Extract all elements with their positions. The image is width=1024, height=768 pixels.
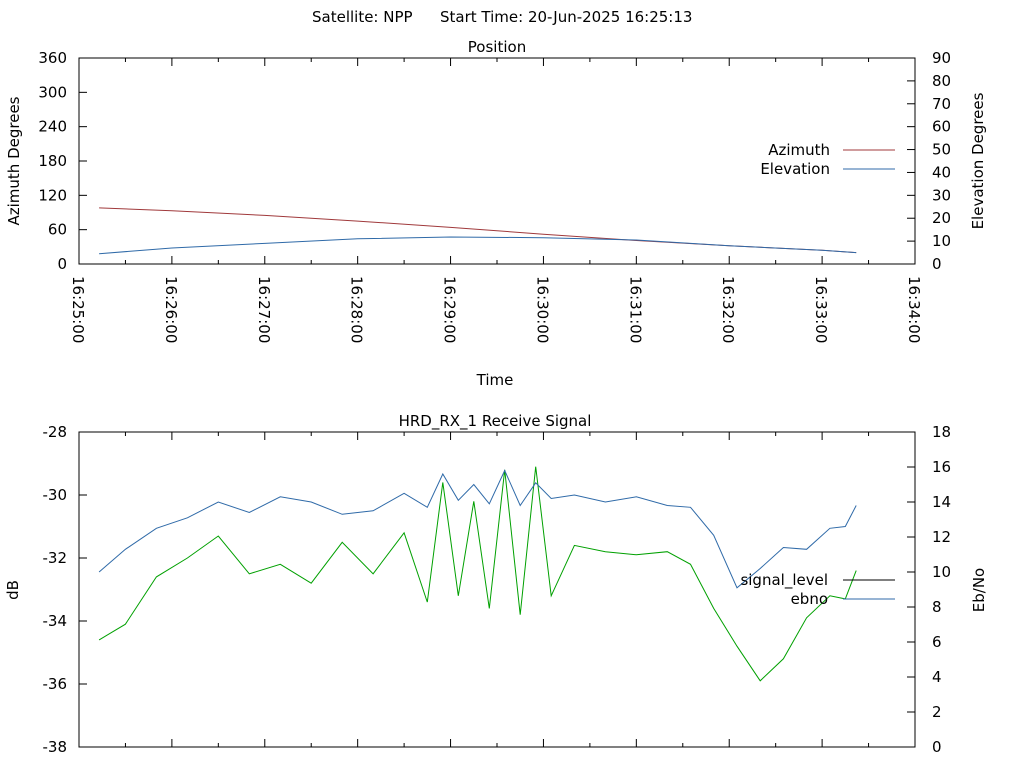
satellite-label: Satellite: NPP bbox=[312, 8, 413, 26]
x-tick-label: 16:32:00 bbox=[719, 276, 737, 343]
y2-tick-label: 10 bbox=[932, 232, 951, 250]
y-tick-label: -28 bbox=[43, 423, 68, 441]
y2-tick-label: 6 bbox=[932, 633, 942, 651]
signal-y2-axis-label: Eb/No bbox=[970, 568, 988, 612]
y2-tick-label: 30 bbox=[932, 186, 951, 204]
position-chart-ticks: 0 60 120 180 240 300 360 0 10 20 30 40 50 60 70 80 90 16:… bbox=[38, 49, 951, 343]
y2-tick-label: 16 bbox=[932, 458, 951, 476]
y-tick-label: -34 bbox=[43, 612, 68, 630]
legend-label: ebno bbox=[791, 590, 828, 608]
position-chart-title: Position bbox=[468, 38, 526, 56]
signal-chart: HRD_RX_1 Receive Signal -28-30-32-34-36-… bbox=[4, 412, 988, 756]
x-tick-label: 16:28:00 bbox=[348, 276, 366, 343]
y-tick-label: 180 bbox=[38, 152, 67, 170]
y2-tick-label: 70 bbox=[932, 95, 951, 113]
legend-label: Azimuth bbox=[768, 141, 830, 159]
y2-tick-label: 14 bbox=[932, 493, 951, 511]
signal-chart-series bbox=[98, 466, 857, 682]
y-tick-label: 60 bbox=[48, 221, 67, 239]
y2-tick-label: 0 bbox=[932, 738, 942, 756]
series-line-ebno bbox=[98, 469, 857, 589]
x-tick-label: 16:25:00 bbox=[69, 276, 87, 343]
position-chart-series bbox=[99, 207, 857, 255]
y2-tick-label: 90 bbox=[932, 49, 951, 67]
y2-tick-label: 20 bbox=[932, 209, 951, 227]
legend-label: signal_level bbox=[740, 571, 828, 590]
y2-tick-label: 8 bbox=[932, 598, 942, 616]
y2-tick-label: 2 bbox=[932, 703, 942, 721]
y-tick-label: -36 bbox=[43, 675, 68, 693]
position-chart: Position 0 60 120 180 240 300 360 0 10 20 30 40 50 60… bbox=[5, 38, 987, 389]
series-line-elevation bbox=[99, 236, 857, 255]
y-tick-label: 360 bbox=[38, 49, 67, 67]
y2-tick-label: 40 bbox=[932, 163, 951, 181]
start-time-label: Start Time: 20-Jun-2025 16:25:13 bbox=[440, 8, 692, 26]
y2-tick-label: 60 bbox=[932, 118, 951, 136]
signal-plot-frame bbox=[78, 431, 916, 748]
y-tick-label: 240 bbox=[38, 118, 67, 136]
signal-y-axis-label: dB bbox=[4, 580, 22, 600]
y-tick-label: 0 bbox=[57, 255, 67, 273]
y2-tick-label: 10 bbox=[932, 563, 951, 581]
y2-tick-label: 4 bbox=[932, 668, 942, 686]
signal-chart-title: HRD_RX_1 Receive Signal bbox=[399, 412, 592, 431]
y-tick-label: -32 bbox=[43, 549, 68, 567]
y2-tick-label: 80 bbox=[932, 72, 951, 90]
y2-tick-label: 12 bbox=[932, 528, 951, 546]
x-tick-label: 16:30:00 bbox=[533, 276, 551, 343]
header: Satellite: NPP Start Time: 20-Jun-2025 1… bbox=[312, 8, 692, 26]
x-tick-label: 16:34:00 bbox=[905, 276, 923, 343]
x-tick-label: 16:33:00 bbox=[812, 276, 830, 343]
legend-label: Elevation bbox=[760, 160, 830, 178]
x-tick-label: 16:29:00 bbox=[441, 276, 459, 343]
signal-chart-ticks: -28 -30 -32 -34 -36 -38 0 2 4 6 8 10 12 14 16 18 bbox=[43, 423, 952, 756]
position-y2-axis-label: Elevation Degrees bbox=[969, 92, 987, 229]
y2-tick-label: 0 bbox=[932, 255, 942, 273]
position-x-axis-label: Time bbox=[476, 371, 514, 389]
y-tick-label: -30 bbox=[43, 486, 68, 504]
y2-tick-label: 50 bbox=[932, 141, 951, 159]
y-tick-label: 300 bbox=[38, 83, 67, 101]
x-tick-label: 16:26:00 bbox=[162, 276, 180, 343]
x-tick-label: 16:27:00 bbox=[255, 276, 273, 343]
position-plot-frame bbox=[78, 57, 916, 265]
y2-tick-label: 18 bbox=[932, 423, 951, 441]
position-y-axis-label: Azimuth Degrees bbox=[5, 96, 23, 225]
y-tick-label: 120 bbox=[38, 186, 67, 204]
x-tick-label: 16:31:00 bbox=[626, 276, 644, 343]
y-tick-label: -38 bbox=[43, 738, 68, 756]
